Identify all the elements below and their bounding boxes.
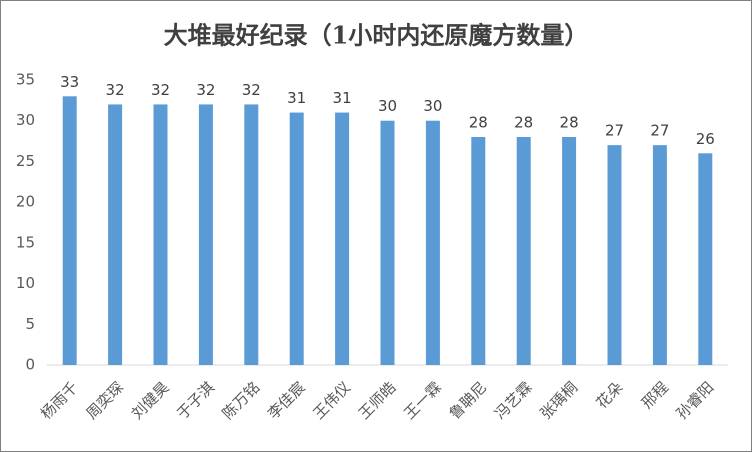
bar — [562, 137, 577, 365]
data-label: 32 — [196, 81, 215, 99]
bar — [335, 112, 350, 365]
data-label: 28 — [514, 114, 533, 132]
data-label: 33 — [60, 73, 79, 91]
y-tick-label: 20 — [16, 193, 35, 211]
bar — [198, 104, 213, 365]
bar — [698, 153, 713, 365]
bar — [380, 120, 395, 365]
bar — [244, 104, 259, 365]
y-tick-label: 30 — [16, 111, 35, 129]
data-label: 30 — [378, 97, 397, 115]
bar — [108, 104, 123, 365]
y-tick-label: 5 — [25, 315, 35, 333]
bar — [289, 112, 304, 365]
y-tick-label: 35 — [16, 71, 35, 89]
bar — [516, 137, 531, 365]
data-label: 27 — [605, 122, 624, 140]
bar — [652, 145, 667, 365]
bar — [153, 104, 168, 365]
data-label: 28 — [560, 114, 579, 132]
data-label: 31 — [333, 89, 352, 107]
data-label: 32 — [151, 81, 170, 99]
bar — [62, 96, 77, 366]
data-label: 28 — [469, 114, 488, 132]
bar — [607, 145, 622, 365]
chart-title: 大堆最好纪录（1小时内还原魔方数量） — [164, 21, 589, 50]
data-label: 31 — [287, 89, 306, 107]
data-label: 30 — [423, 97, 442, 115]
data-label: 26 — [696, 130, 715, 148]
y-tick-label: 15 — [16, 233, 35, 251]
bar — [425, 120, 440, 365]
y-tick-label: 25 — [16, 152, 35, 170]
bar — [471, 137, 486, 365]
y-tick-label: 0 — [25, 356, 35, 374]
data-label: 27 — [650, 122, 669, 140]
data-label: 32 — [242, 81, 261, 99]
y-tick-label: 10 — [16, 274, 35, 292]
data-label: 32 — [106, 81, 125, 99]
